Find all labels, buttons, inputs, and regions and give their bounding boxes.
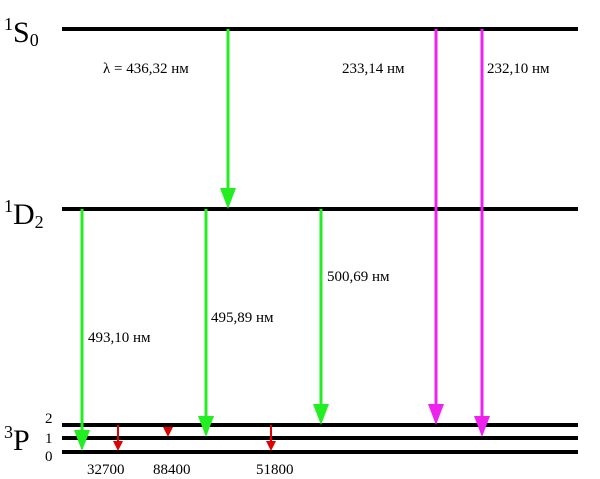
level-label: 1S0: [4, 14, 39, 50]
arrow-head: [428, 404, 444, 425]
fine-structure-label: 32700: [87, 462, 125, 478]
transition-label: 233,14 нм: [342, 61, 405, 77]
arrow-head: [266, 441, 276, 451]
transition-label: λ = 436,32 нм: [103, 61, 189, 77]
arrow-head: [313, 404, 329, 425]
arrow-head: [163, 427, 173, 437]
level-label: 3P: [4, 422, 30, 457]
arrow-head: [198, 416, 214, 437]
arrow-head: [74, 430, 90, 451]
sublevel-label: 0: [45, 449, 53, 465]
fine-structure-label: 88400: [153, 462, 191, 478]
arrow-head: [113, 441, 123, 451]
transition-label: 500,69 нм: [327, 269, 390, 285]
transition-label: 495,89 нм: [211, 310, 274, 326]
sublevel-label: 2: [45, 411, 53, 427]
level-label: 1D2: [4, 196, 44, 232]
sublevel-label: 1: [45, 431, 53, 447]
fine-structure-label: 51800: [256, 462, 294, 478]
transition-label: 232,10 нм: [487, 61, 550, 77]
arrow-head: [220, 188, 236, 209]
transition-label: 493,10 нм: [88, 330, 151, 346]
arrow-head: [474, 416, 490, 437]
